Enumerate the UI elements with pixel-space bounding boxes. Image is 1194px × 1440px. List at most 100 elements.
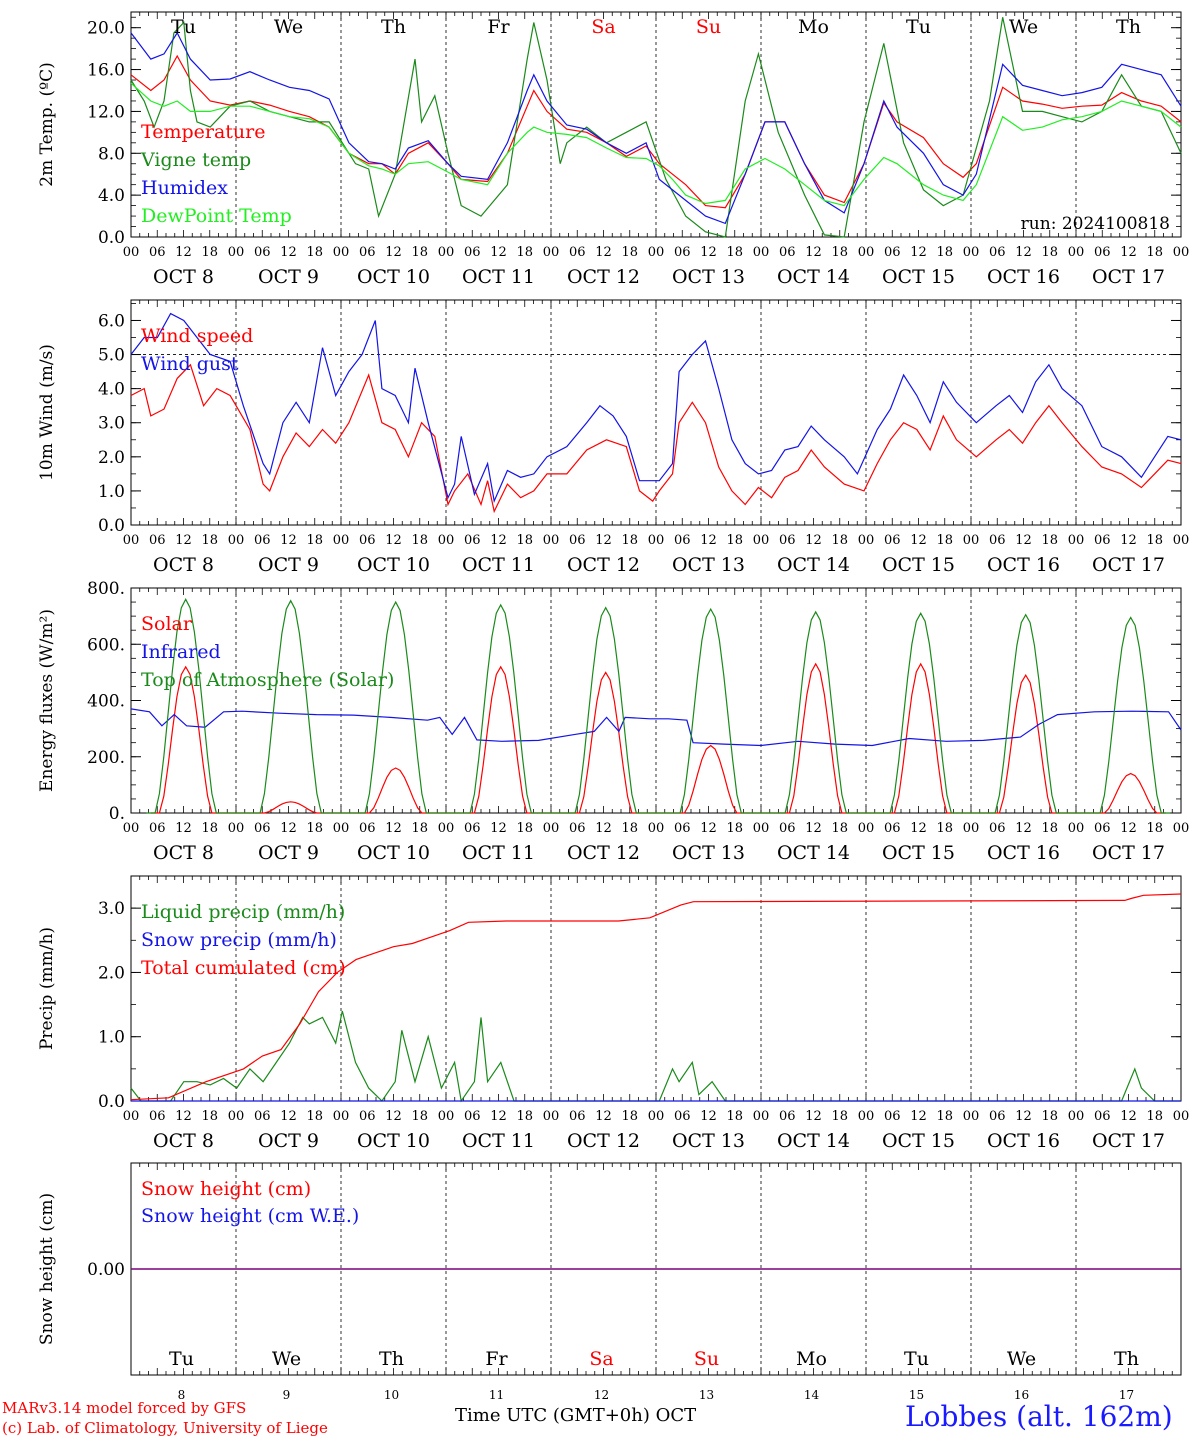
- hour-tick-label: 12: [280, 821, 297, 836]
- hour-tick-label: 12: [280, 245, 297, 260]
- series-line: [130, 82, 1182, 207]
- hour-tick-label: 12: [805, 821, 822, 836]
- hour-tick-label: 12: [1015, 821, 1032, 836]
- date-label: OCT 8: [153, 554, 214, 576]
- hour-tick-label: 12: [805, 1109, 822, 1124]
- hour-tick-label: 06: [674, 533, 691, 548]
- hour-tick-label: 18: [936, 533, 953, 548]
- date-label: OCT 10: [357, 1130, 430, 1152]
- hour-tick-label: 06: [1094, 821, 1111, 836]
- day-number: 8: [178, 1388, 186, 1402]
- hour-tick-label: 18: [516, 821, 533, 836]
- hour-tick-label: 00: [858, 533, 875, 548]
- legend-entry: Top of Atmosphere (Solar): [141, 669, 394, 691]
- hour-tick-label: 12: [595, 821, 612, 836]
- hour-tick-label: 12: [910, 1109, 927, 1124]
- hour-tick-label: 12: [910, 245, 927, 260]
- hour-tick-label: 18: [516, 1109, 533, 1124]
- legend-entry: Wind gust: [141, 353, 239, 375]
- hour-tick-label: 06: [1094, 533, 1111, 548]
- hour-tick-label: 12: [700, 1109, 717, 1124]
- hour-tick-label: 12: [385, 821, 402, 836]
- hour-tick-label: 18: [936, 821, 953, 836]
- hour-tick-label: 00: [753, 533, 770, 548]
- y-tick-label: 800.: [87, 579, 125, 599]
- hour-tick-label: 00: [648, 1109, 665, 1124]
- series-line: [130, 363, 1182, 514]
- hour-tick-label: 00: [228, 1109, 245, 1124]
- y-axis-label: Energy fluxes (W/m²): [37, 609, 57, 792]
- hour-tick-label: 18: [411, 533, 428, 548]
- date-label: OCT 9: [258, 554, 319, 576]
- hour-tick-label: 06: [254, 245, 271, 260]
- hour-tick-label: 18: [306, 821, 323, 836]
- time-axis-label: Time UTC (GMT+0h) OCT: [455, 1405, 697, 1426]
- date-label: OCT 11: [462, 554, 535, 576]
- day-name: Sa: [589, 1348, 613, 1370]
- hour-tick-label: 18: [1041, 245, 1058, 260]
- day-name: Tu: [904, 1348, 929, 1370]
- station-label: Lobbes (alt. 162m): [905, 1400, 1173, 1433]
- y-tick-label: 600.: [87, 635, 125, 655]
- hour-tick-label: 18: [936, 1109, 953, 1124]
- hour-tick-label: 00: [1068, 821, 1085, 836]
- legend-entry: Temperature: [141, 121, 265, 143]
- hour-tick-label: 06: [674, 821, 691, 836]
- date-label: OCT 8: [153, 1130, 214, 1152]
- hour-tick-label: 00: [858, 1109, 875, 1124]
- hour-tick-label: 06: [884, 533, 901, 548]
- hour-tick-label: 00: [858, 821, 875, 836]
- date-label: OCT 16: [987, 266, 1060, 288]
- hour-tick-label: 06: [569, 245, 586, 260]
- hour-tick-label: 00: [333, 245, 350, 260]
- series-line: [130, 1010, 1181, 1103]
- hour-tick-label: 00: [648, 533, 665, 548]
- hour-tick-label: 00: [1173, 1109, 1190, 1124]
- hour-tick-label: 06: [149, 533, 166, 548]
- hour-tick-label: 18: [516, 533, 533, 548]
- hour-tick-label: 00: [648, 245, 665, 260]
- hour-tick-label: 12: [490, 1109, 507, 1124]
- hour-tick-label: 06: [359, 533, 376, 548]
- hour-tick-label: 00: [228, 245, 245, 260]
- date-label: OCT 17: [1092, 266, 1165, 288]
- hour-tick-label: 18: [831, 533, 848, 548]
- legend-entry: Snow height (cm): [141, 1178, 311, 1200]
- date-label: OCT 12: [567, 266, 640, 288]
- y-tick-label: 1.0: [98, 482, 125, 502]
- hour-tick-label: 06: [674, 245, 691, 260]
- y-tick-label: 6.0: [98, 311, 125, 331]
- day-number: 11: [489, 1388, 504, 1402]
- hour-tick-label: 00: [123, 245, 140, 260]
- date-label: OCT 8: [153, 266, 214, 288]
- date-label: OCT 9: [258, 842, 319, 864]
- y-tick-label: 4.0: [98, 186, 125, 206]
- day-number: 9: [283, 1388, 291, 1402]
- date-label: OCT 10: [357, 266, 430, 288]
- date-label: OCT 8: [153, 842, 214, 864]
- hour-tick-label: 06: [149, 245, 166, 260]
- hour-tick-label: 18: [1146, 1109, 1163, 1124]
- y-tick-label: 0.: [109, 804, 125, 824]
- hour-tick-label: 12: [280, 533, 297, 548]
- date-label: OCT 11: [462, 842, 535, 864]
- y-axis-label: 2m Temp. (ºC): [37, 62, 57, 187]
- hour-tick-label: 06: [359, 245, 376, 260]
- hour-tick-label: 00: [438, 1109, 455, 1124]
- hour-tick-label: 12: [490, 533, 507, 548]
- date-label: OCT 13: [672, 554, 745, 576]
- hour-tick-label: 18: [831, 245, 848, 260]
- date-label: OCT 14: [777, 1130, 850, 1152]
- y-tick-label: 16.0: [87, 61, 125, 81]
- hour-tick-label: 06: [254, 821, 271, 836]
- hour-tick-label: 18: [306, 245, 323, 260]
- hour-tick-label: 18: [306, 1109, 323, 1124]
- hour-tick-label: 00: [333, 821, 350, 836]
- hour-tick-label: 12: [910, 821, 927, 836]
- day-name: Th: [381, 16, 406, 38]
- panel-frame: [130, 11, 1182, 238]
- hour-tick-label: 12: [385, 533, 402, 548]
- hour-tick-label: 00: [438, 245, 455, 260]
- hour-tick-label: 00: [543, 1109, 560, 1124]
- day-name: Th: [1116, 16, 1141, 38]
